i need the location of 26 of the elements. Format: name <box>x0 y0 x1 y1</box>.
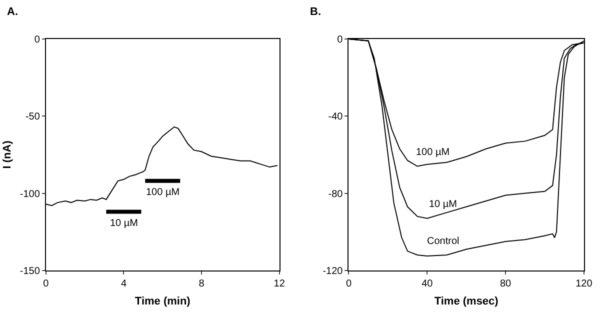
x-tick-label: 120 <box>576 278 593 290</box>
chart-title: B. <box>310 6 321 18</box>
y-axis-title: I (nA) <box>2 140 14 169</box>
x-tick-label: 12 <box>274 278 286 290</box>
x-axis-title: Time (msec) <box>434 296 499 308</box>
y-tick-label: -150 <box>20 266 40 277</box>
y-tick-label: -50 <box>25 112 40 123</box>
x-tick-label: 40 <box>422 278 434 290</box>
x-axis-title: Time (min) <box>134 296 191 308</box>
series-label: 100 µM <box>146 187 180 198</box>
y-tick-label: -120 <box>322 266 344 277</box>
x-tick-label: 8 <box>198 278 205 290</box>
x-tick-label: 0 <box>43 278 50 290</box>
x-tick-label: 4 <box>120 278 127 290</box>
y-tick-label: -80 <box>328 188 344 200</box>
series-label: 100 µM <box>416 147 450 158</box>
y-tick-label: 0 <box>34 34 40 46</box>
series-label: 10 µM <box>110 218 138 229</box>
y-tick-label: -100 <box>20 188 40 200</box>
x-tick-label: 0 <box>346 278 352 290</box>
series-label: 10 µM <box>429 199 457 210</box>
chart-title: A. <box>7 6 18 18</box>
series-label: Control <box>427 236 460 247</box>
y-tick-label: -40 <box>328 112 344 123</box>
x-tick-label: 80 <box>500 278 512 290</box>
y-tick-label: 0 <box>337 34 344 46</box>
